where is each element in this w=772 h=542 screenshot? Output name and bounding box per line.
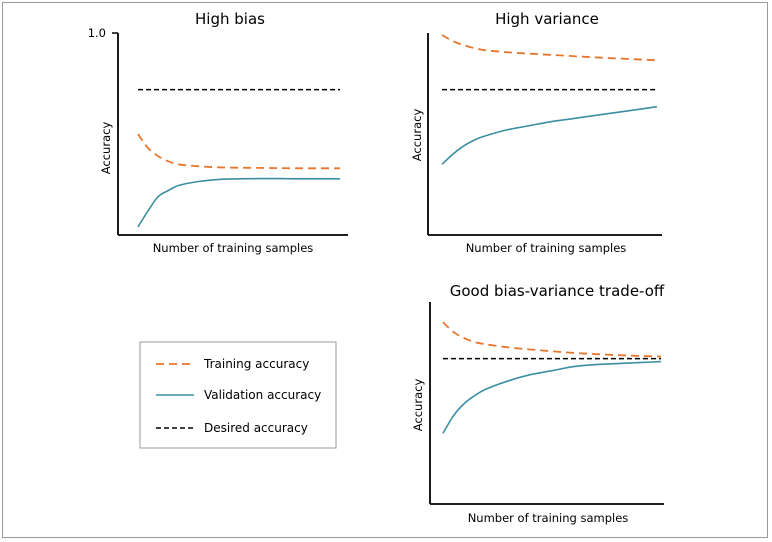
- panel-title: Good bias-variance trade-off: [450, 282, 665, 300]
- y-axis-label: Accuracy: [99, 122, 113, 175]
- panel-high-variance: High variance Number of training samples…: [410, 10, 662, 255]
- legend-item-training: Training accuracy: [156, 357, 309, 371]
- training-accuracy-line: [442, 321, 662, 358]
- validation-accuracy-line: [442, 360, 662, 434]
- panel-title: High bias: [195, 10, 265, 28]
- training-accuracy-line: [137, 133, 340, 170]
- y-axis-label: Accuracy: [410, 109, 424, 162]
- x-axis-label: Number of training samples: [153, 241, 314, 255]
- legend-label-desired: Desired accuracy: [204, 421, 308, 435]
- legend-label-validation: Validation accuracy: [204, 388, 321, 402]
- y-tick-label: 1.0: [88, 26, 106, 40]
- x-axis-label: Number of training samples: [468, 511, 629, 525]
- legend-item-validation: Validation accuracy: [156, 388, 321, 402]
- legend: Training accuracy Validation accuracy De…: [139, 341, 337, 449]
- training-accuracy-line: [441, 34, 658, 62]
- x-axis-label: Number of training samples: [466, 241, 627, 255]
- validation-accuracy-line: [137, 177, 340, 228]
- y-axis-label: Accuracy: [411, 379, 425, 432]
- panel-high-bias: High bias 1.0 Number of training samples…: [88, 10, 348, 255]
- panel-good-tradeoff: Good bias-variance trade-off Number of t…: [411, 282, 665, 525]
- legend-item-desired: Desired accuracy: [156, 421, 308, 435]
- legend-label-training: Training accuracy: [203, 357, 309, 371]
- validation-accuracy-line: [441, 105, 658, 165]
- panel-title: High variance: [495, 10, 599, 28]
